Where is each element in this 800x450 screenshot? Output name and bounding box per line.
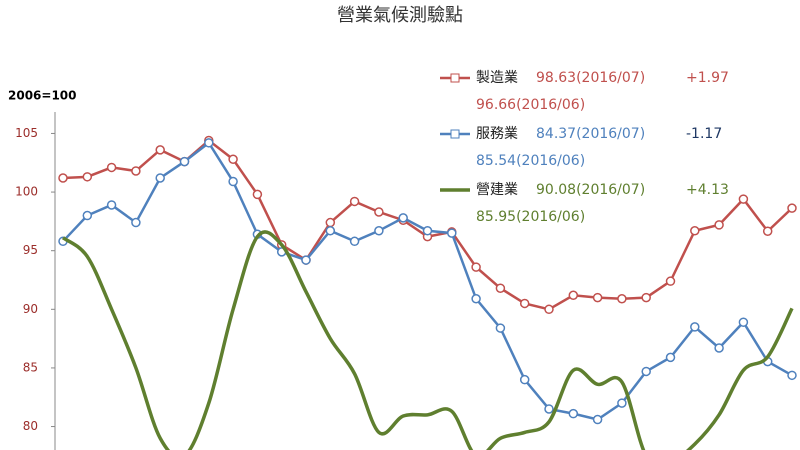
data-point [568, 290, 579, 300]
y-tick-label: 85 [23, 360, 38, 374]
legend-previous: 85.54(2016/06) [476, 153, 585, 169]
data-point [519, 374, 530, 385]
data-point [641, 292, 651, 303]
data-point [349, 236, 360, 247]
data-point [374, 207, 384, 217]
data-point [544, 304, 554, 315]
legend-name: 營建業 [476, 182, 518, 198]
data-point [471, 262, 481, 272]
data-point [787, 203, 797, 213]
y-tick-label: 95 [23, 243, 38, 257]
y-tick-label: 105 [15, 126, 38, 140]
chart-title: 營業氣候測驗點 [337, 5, 463, 26]
data-point [58, 173, 68, 183]
data-point [349, 196, 360, 207]
data-point [204, 138, 214, 148]
data-point [617, 294, 627, 304]
y-tick-label: 80 [23, 419, 38, 433]
data-point [495, 323, 506, 333]
data-point [106, 200, 117, 210]
data-point [762, 226, 773, 236]
data-point [690, 226, 700, 236]
data-point [738, 317, 749, 327]
legend-marker [450, 129, 460, 139]
data-point [228, 176, 238, 187]
data-point [325, 226, 336, 236]
legend-change: +4.13 [686, 182, 729, 198]
data-point [641, 366, 651, 377]
data-point [82, 210, 93, 221]
data-point [568, 408, 579, 419]
data-point [301, 255, 311, 265]
legend-latest: 90.08(2016/07) [536, 182, 645, 198]
plot-area [58, 135, 797, 450]
data-point [155, 145, 165, 155]
data-point [738, 194, 749, 204]
data-point [544, 404, 554, 414]
legend-latest: 84.37(2016/07) [536, 126, 645, 142]
data-point [592, 292, 603, 303]
data-point [228, 154, 238, 164]
series-line [62, 138, 793, 311]
y-tick-label: 100 [15, 185, 38, 199]
data-point [447, 228, 457, 238]
data-point [519, 298, 530, 309]
data-point [787, 370, 797, 381]
data-point [398, 213, 408, 223]
data-point [131, 217, 141, 228]
data-point [665, 276, 676, 286]
data-point [617, 398, 627, 408]
data-point [252, 189, 263, 200]
data-point [592, 414, 603, 425]
data-point [106, 162, 117, 173]
data-point [471, 294, 481, 304]
legend-latest: 98.63(2016/07) [536, 70, 645, 86]
legend-previous: 96.66(2016/06) [476, 97, 585, 113]
data-point [714, 220, 724, 230]
data-point [665, 352, 676, 363]
legend-previous: 85.95(2016/06) [476, 209, 585, 225]
data-point [131, 166, 141, 176]
series-line [61, 230, 794, 450]
data-point [179, 156, 190, 167]
legend-name: 服務業 [476, 126, 518, 142]
legend-name: 製造業 [476, 70, 518, 86]
data-point [374, 226, 384, 236]
data-point [155, 173, 165, 183]
data-point [714, 343, 724, 353]
y-tick-label: 90 [23, 302, 38, 316]
legend-change: +1.97 [686, 70, 729, 86]
y-axis-label: 2006=100 [8, 89, 77, 103]
series-line [62, 140, 793, 421]
data-point [325, 217, 336, 228]
data-point [495, 283, 506, 293]
data-point [690, 322, 700, 332]
data-point [82, 172, 93, 182]
data-point [422, 226, 433, 236]
legend-marker [450, 73, 460, 83]
legend-change: -1.17 [686, 126, 722, 142]
